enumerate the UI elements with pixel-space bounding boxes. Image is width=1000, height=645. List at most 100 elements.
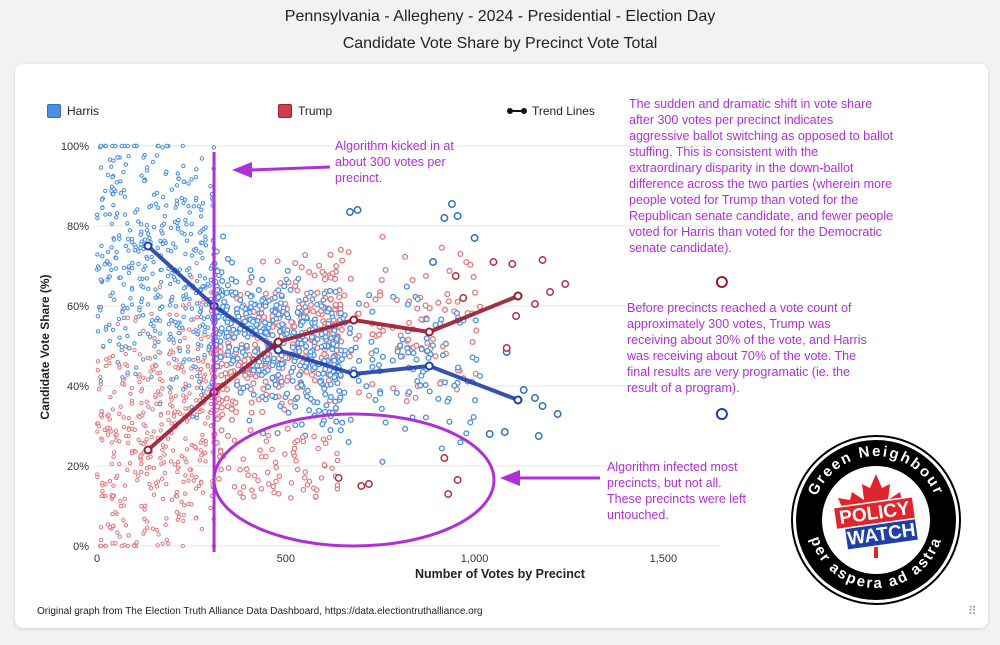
trump-point	[390, 385, 397, 392]
trump-point	[199, 453, 204, 458]
trump-point	[187, 467, 192, 472]
harris-point	[154, 190, 160, 196]
trump-point	[169, 497, 175, 502]
legend-trump[interactable]: Trump	[278, 104, 332, 118]
harris-point	[397, 342, 404, 349]
harris-point	[140, 313, 146, 318]
harris-point	[181, 285, 187, 291]
trump-outlier-point	[508, 260, 517, 268]
trump-point	[202, 421, 208, 426]
harris-point	[292, 403, 299, 410]
trump-point	[160, 447, 165, 453]
harris-point	[369, 356, 376, 363]
harris-point	[148, 322, 153, 327]
trump-trend-point	[349, 315, 359, 325]
trump-point	[191, 478, 197, 483]
harris-point	[184, 222, 189, 227]
harris-point	[167, 385, 172, 390]
harris-point	[111, 237, 117, 242]
harris-point	[239, 304, 245, 310]
harris-point	[403, 283, 410, 290]
trump-point	[129, 420, 135, 426]
harris-point	[132, 341, 137, 346]
harris-point	[205, 325, 211, 331]
trump-point	[139, 504, 144, 509]
harris-outlier-point	[531, 394, 539, 402]
trump-point	[144, 399, 150, 404]
trump-point	[264, 469, 271, 476]
harris-point	[346, 330, 353, 337]
harris-point	[126, 270, 132, 276]
harris-point	[302, 363, 308, 370]
harris-point	[110, 191, 116, 197]
trump-point	[469, 338, 476, 346]
harris-point	[153, 295, 158, 300]
trump-outlier-point	[440, 454, 449, 462]
harris-point	[101, 343, 106, 349]
trump-point	[132, 427, 138, 432]
trump-point	[159, 378, 165, 384]
trump-point	[200, 359, 206, 364]
drag-handle-icon[interactable]: ⠿	[968, 604, 977, 618]
trump-point	[186, 478, 191, 483]
harris-point	[174, 183, 180, 188]
harris-point	[146, 286, 151, 292]
harris-point	[174, 202, 180, 207]
harris-point	[322, 391, 329, 398]
harris-point	[194, 195, 199, 201]
trump-point	[341, 292, 348, 299]
harris-point	[289, 377, 296, 384]
trump-point	[142, 507, 147, 512]
trump-point	[96, 423, 102, 429]
trump-point	[155, 543, 160, 548]
harris-point	[266, 297, 272, 304]
harris-point	[197, 273, 203, 279]
harris-point	[180, 387, 186, 392]
trump-point	[105, 522, 111, 527]
trump-point	[321, 462, 328, 468]
harris-point	[294, 309, 301, 316]
trump-point	[311, 433, 317, 440]
harris-point	[283, 276, 290, 283]
harris-point	[323, 402, 330, 409]
legend-harris[interactable]: Harris	[47, 104, 99, 118]
trump-point	[240, 484, 247, 490]
trump-point	[193, 516, 199, 521]
harris-point	[99, 197, 105, 202]
trump-point	[122, 496, 128, 502]
trump-point	[148, 454, 153, 459]
trump-point	[117, 365, 122, 370]
harris-point	[115, 155, 120, 160]
trump-outlier-point	[453, 476, 462, 484]
trump-point	[232, 399, 239, 406]
trump-point	[319, 268, 326, 275]
trump-point	[165, 410, 171, 415]
trump-point	[269, 446, 275, 453]
trump-point	[375, 331, 383, 338]
harris-point	[319, 421, 326, 428]
harris-point	[295, 275, 302, 282]
trump-point	[112, 389, 117, 395]
y-tick-label: 20%	[67, 461, 89, 473]
trump-far-point	[715, 276, 728, 288]
trump-point	[160, 541, 165, 546]
trump-point	[393, 296, 400, 303]
harris-point	[373, 347, 380, 354]
trump-point	[270, 483, 277, 490]
trump-trend-point	[273, 337, 283, 347]
trump-point	[107, 478, 113, 484]
harris-point	[423, 316, 430, 323]
trump-point	[152, 336, 157, 341]
harris-point	[321, 290, 328, 297]
harris-point	[111, 158, 116, 163]
harris-point	[232, 289, 239, 296]
trump-point	[151, 429, 156, 434]
harris-point	[422, 414, 429, 421]
harris-far-point	[715, 408, 728, 420]
legend-trend[interactable]: Trend Lines	[506, 104, 595, 118]
harris-point	[111, 186, 117, 192]
trump-point	[473, 327, 480, 334]
harris-point	[181, 179, 186, 185]
harris-point	[199, 156, 205, 161]
harris-point	[275, 371, 282, 379]
